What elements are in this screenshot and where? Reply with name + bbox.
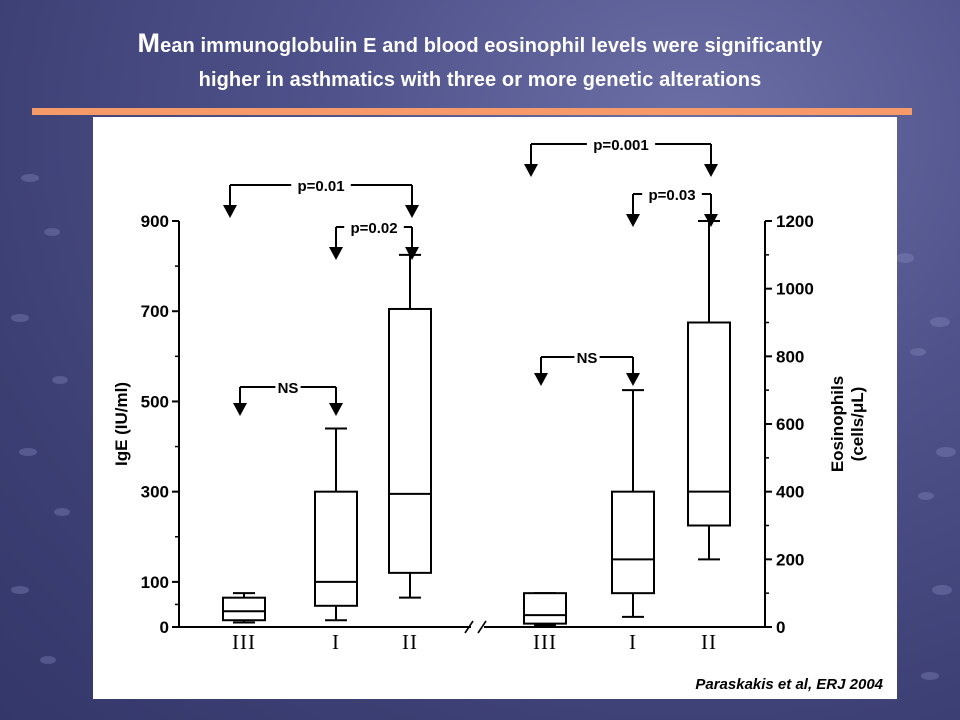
x-category-label: III bbox=[232, 630, 256, 654]
comparison-label: NS bbox=[577, 350, 598, 367]
comparison-arrowhead bbox=[704, 214, 718, 227]
slide-title-line2: higher in asthmatics with three or more … bbox=[198, 69, 762, 91]
box-II bbox=[687, 321, 731, 527]
x-category-label: II bbox=[701, 630, 717, 654]
comparison-label: p=0.03 bbox=[648, 187, 695, 204]
comparison-label: NS bbox=[278, 380, 299, 397]
y-tick-label: 500 bbox=[141, 392, 169, 411]
comparison-label: p=0.01 bbox=[297, 178, 344, 195]
chart-panel: 0 100 300 500 700 900 IgE (IU/ml) III I II p=0.01 p… bbox=[93, 117, 897, 699]
y-axis-label: IgE (IU/ml) bbox=[112, 382, 131, 466]
y-tick-label: 700 bbox=[141, 302, 169, 321]
x-category-label: I bbox=[629, 630, 637, 654]
comparison-arrowhead bbox=[534, 373, 548, 386]
y-tick-label: 100 bbox=[141, 573, 169, 592]
comparison-arrowhead bbox=[405, 247, 419, 260]
comparison-label: p=0.001 bbox=[593, 137, 648, 154]
comparison-arrowhead bbox=[329, 247, 343, 260]
comparison-arrowhead bbox=[524, 164, 538, 177]
y-tick-label: 400 bbox=[776, 483, 804, 502]
comparison-label: p=0.02 bbox=[350, 220, 397, 237]
comparison-arrowhead bbox=[704, 164, 718, 177]
x-category-label: II bbox=[402, 630, 418, 654]
y-tick-label: 1200 bbox=[776, 212, 814, 231]
citation: Paraskakis et al, ERJ 2004 bbox=[695, 676, 883, 693]
comparison-arrowhead bbox=[405, 205, 419, 218]
slide-title-line1: ean immunoglobulin E and blood eosinophi… bbox=[160, 35, 823, 57]
x-category-label: I bbox=[332, 630, 340, 654]
slide-title: Mean immunoglobulin E and blood eosinoph… bbox=[0, 26, 960, 97]
axis-break-mark bbox=[464, 620, 474, 634]
comparison-arrowhead bbox=[626, 373, 640, 386]
box-III bbox=[523, 592, 567, 625]
box-III bbox=[222, 596, 266, 622]
y-tick-label: 0 bbox=[160, 618, 169, 637]
comparison-arrowhead bbox=[223, 205, 237, 218]
y-tick-label: 1000 bbox=[776, 280, 814, 299]
slide-title-initial: M bbox=[137, 28, 161, 58]
y-tick-label: 600 bbox=[776, 415, 804, 434]
comparison-arrowhead bbox=[233, 403, 247, 416]
box-I bbox=[611, 490, 655, 595]
box-II bbox=[388, 307, 432, 574]
x-category-label: III bbox=[533, 630, 557, 654]
y-tick-label: 800 bbox=[776, 347, 804, 366]
y-axis-label-units: (cells/μL) bbox=[848, 387, 867, 462]
y-tick-label: 200 bbox=[776, 550, 804, 569]
title-divider bbox=[32, 108, 912, 115]
comparison-arrowhead bbox=[329, 403, 343, 416]
y-axis-label: Eosinophils bbox=[828, 376, 847, 472]
y-tick-label: 300 bbox=[141, 483, 169, 502]
box-I bbox=[314, 490, 358, 607]
y-tick-label: 0 bbox=[776, 618, 785, 637]
axis-break-mark bbox=[477, 620, 487, 634]
y-tick-label: 900 bbox=[141, 212, 169, 231]
comparison-arrowhead bbox=[626, 214, 640, 227]
